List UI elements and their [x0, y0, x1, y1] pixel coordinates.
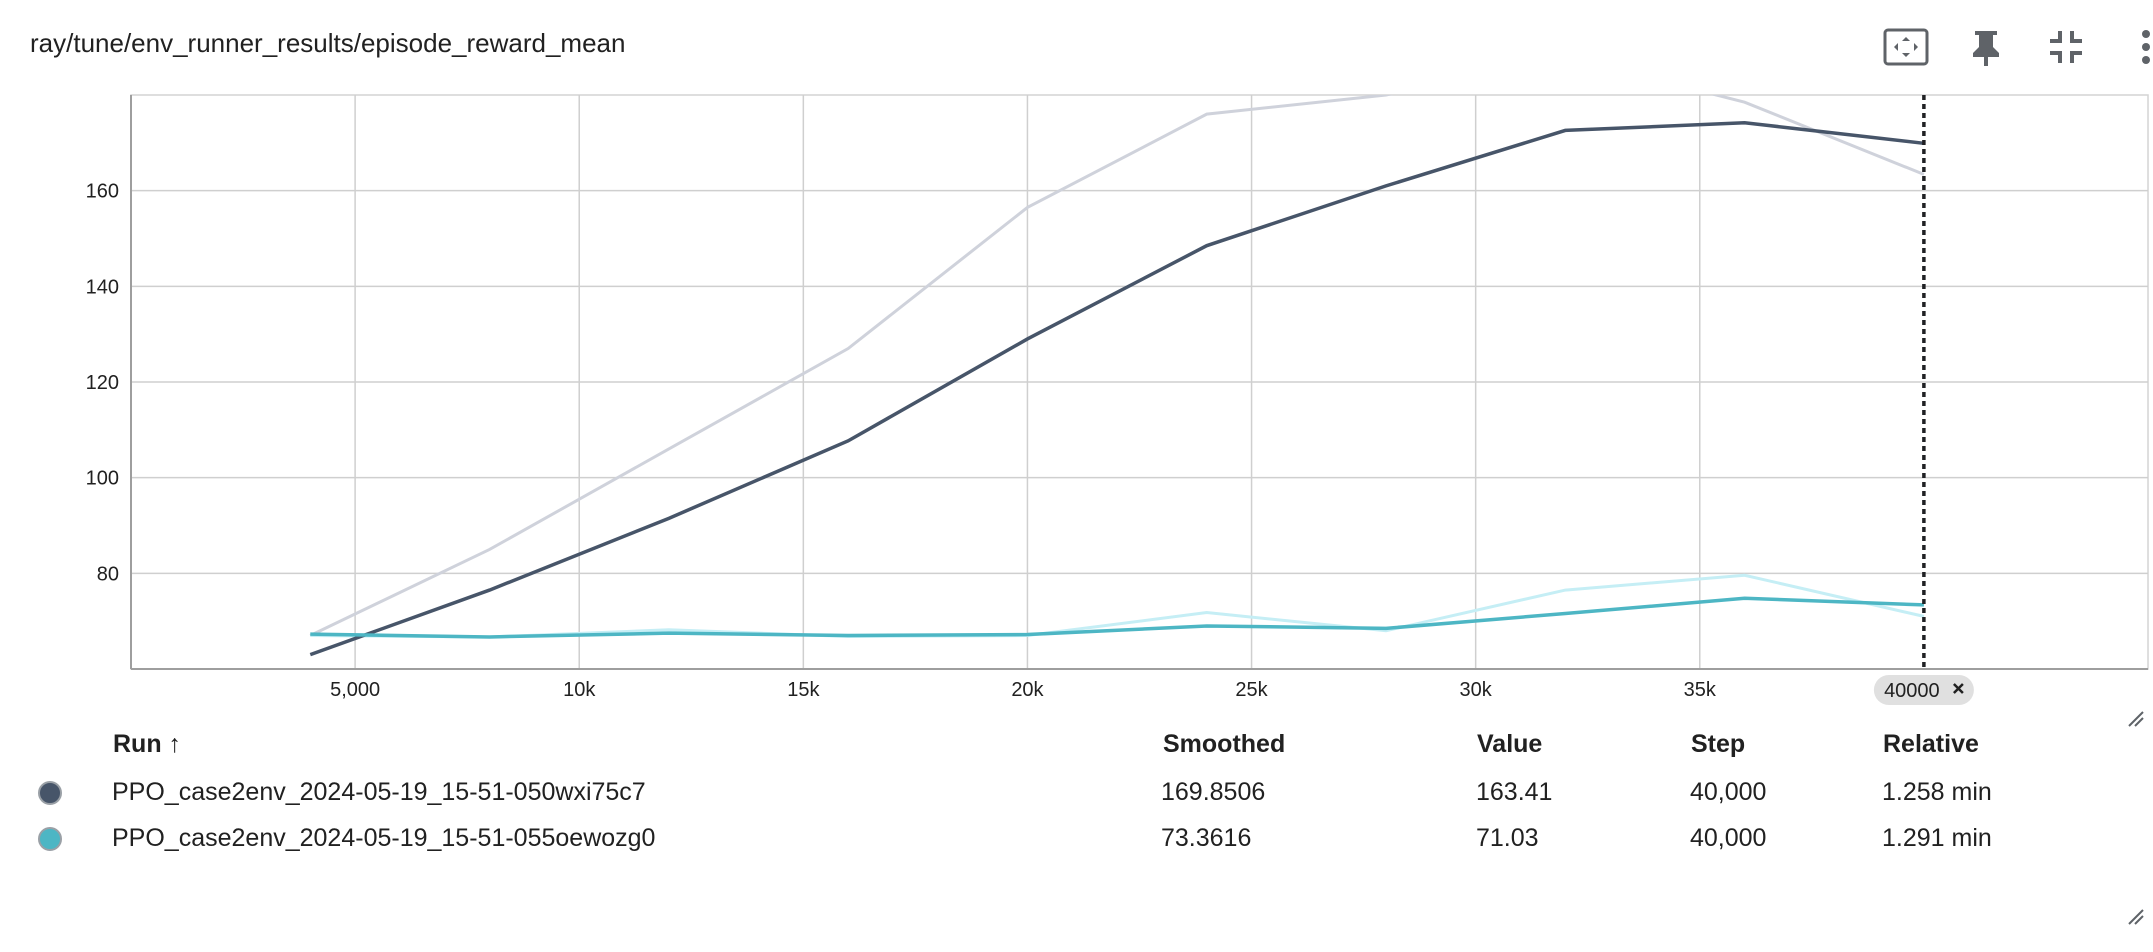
run-column-header[interactable]: Run ↑ — [113, 730, 182, 758]
fit-domain-button[interactable] — [1881, 22, 1931, 72]
raw-series-line — [310, 573, 1925, 639]
raw-value: 163.41 — [1476, 778, 1553, 806]
step-value: 40,000 — [1690, 778, 1767, 806]
smoothed-value: 73.3616 — [1161, 824, 1252, 852]
step-value: 40,000 — [1690, 824, 1767, 852]
step-chip-label: 40000 — [1884, 680, 1940, 702]
table-resize-handle-icon[interactable] — [2127, 908, 2145, 926]
relative-time: 1.291 min — [1882, 824, 1992, 852]
step-cursor-chip[interactable]: 40000 — [1873, 675, 1974, 705]
run-color-dot — [38, 827, 62, 851]
close-icon[interactable] — [1953, 683, 1964, 694]
fit-domain-icon — [1883, 28, 1929, 66]
y-tick-label: 100 — [86, 468, 119, 490]
raw-series-line — [309, 95, 1925, 637]
y-tick-label: 80 — [97, 563, 119, 585]
smoothed-column-header: Smoothed — [1163, 730, 1286, 758]
smoothed-series-line — [309, 120, 1925, 657]
x-tick-label: 5,000 — [330, 679, 380, 701]
chart-resize-handle-icon[interactable] — [2127, 710, 2145, 728]
series-group — [309, 95, 1925, 657]
step-chip-background — [1873, 675, 1974, 705]
pin-icon — [1973, 31, 1999, 66]
x-tick-label: 35k — [1684, 679, 1717, 701]
y-tick-label: 160 — [86, 181, 119, 203]
x-tick-label: 20k — [1011, 679, 1044, 701]
line-chart: 5,000 10k 15k 20k 25k 30k 35k 80 100 120 140 160 400… — [86, 94, 2149, 705]
table-row[interactable]: PPO_case2env_2024-05-19_15-51-055oewozg0… — [0, 824, 2153, 870]
y-tick-label: 140 — [86, 276, 119, 298]
more-vert-icon — [2142, 30, 2150, 64]
x-tick-label: 25k — [1235, 679, 1268, 701]
raw-value: 71.03 — [1476, 824, 1539, 852]
x-tick-label: 15k — [787, 679, 820, 701]
collapse-button[interactable] — [2041, 22, 2091, 72]
table-row[interactable]: PPO_case2env_2024-05-19_15-51-050wxi75c7… — [0, 778, 2153, 824]
chart-title: ray/tune/env_runner_results/episode_rewa… — [30, 28, 626, 58]
run-name: PPO_case2env_2024-05-19_15-51-050wxi75c7 — [112, 778, 646, 806]
step-column-header: Step — [1691, 730, 1746, 758]
run-name: PPO_case2env_2024-05-19_15-51-055oewozg0 — [112, 824, 656, 852]
x-tick-label: 30k — [1460, 679, 1493, 701]
pin-button[interactable] — [1961, 22, 2011, 72]
collapse-icon — [2050, 31, 2082, 63]
relative-time: 1.258 min — [1882, 778, 1992, 806]
smoothed-value: 169.8506 — [1161, 778, 1266, 806]
value-column-header: Value — [1477, 730, 1543, 758]
more-options-button[interactable] — [2121, 22, 2153, 72]
y-tick-label: 120 — [86, 372, 119, 394]
x-tick-label: 10k — [563, 679, 596, 701]
smoothed-series-line — [310, 596, 1924, 639]
run-color-dot — [38, 781, 62, 805]
relative-column-header: Relative — [1883, 730, 1979, 758]
